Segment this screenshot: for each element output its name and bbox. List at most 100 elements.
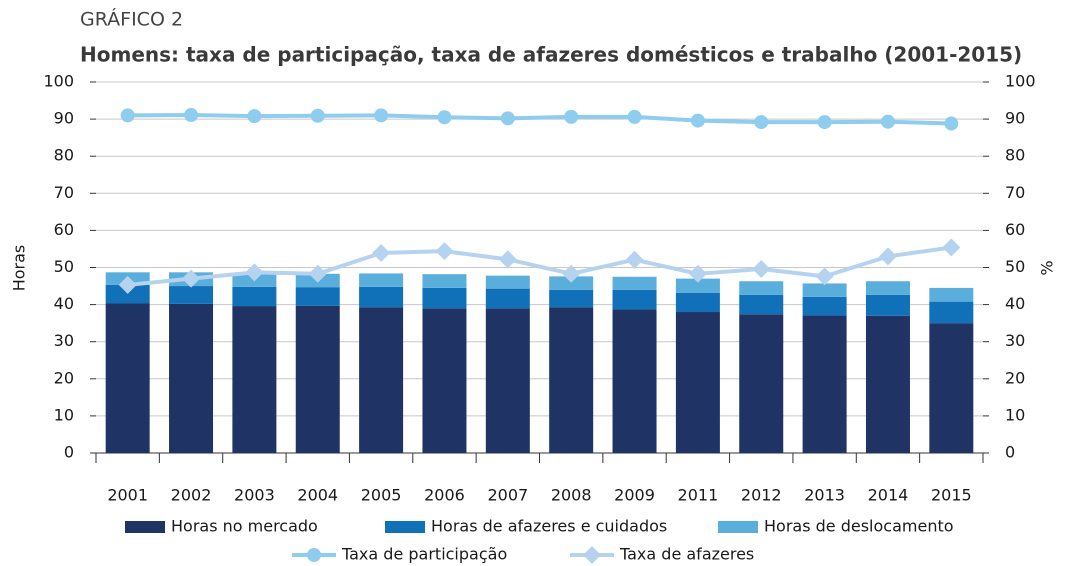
legend-label: Horas no mercado <box>171 517 318 536</box>
marker <box>688 264 707 283</box>
y-tick-label: 0 <box>64 443 74 462</box>
bar-segment <box>359 273 404 287</box>
bar-segment <box>929 287 974 302</box>
y2-tick-label: 100 <box>1005 72 1036 91</box>
bar-segment <box>675 292 720 313</box>
chart-supertitle: GRÁFICO 2 <box>80 8 183 31</box>
bar-segment <box>422 308 467 453</box>
y-tick-label: 50 <box>54 257 74 276</box>
bar-segment <box>612 289 657 310</box>
y2-tick-label: 0 <box>1005 443 1015 462</box>
bar-segment <box>549 289 594 308</box>
marker <box>184 108 199 123</box>
bar-segment <box>485 288 530 309</box>
bar-segment <box>739 281 784 295</box>
legend-label: Taxa de afazeres <box>619 545 754 564</box>
marker <box>754 115 769 130</box>
bar-segment <box>105 303 150 453</box>
marker <box>308 264 327 283</box>
bar-segment <box>675 312 720 453</box>
y2-axis-label: % <box>1038 260 1057 275</box>
x-tick-label: 2005 <box>361 486 402 505</box>
marker <box>245 263 264 282</box>
y-axis-label: Horas <box>10 245 29 292</box>
marker <box>625 250 644 269</box>
x-tick-label: 2007 <box>487 486 528 505</box>
marker <box>500 111 515 126</box>
y2-tick-label: 70 <box>1005 183 1025 202</box>
y-tick-label: 10 <box>54 405 74 424</box>
bar-segment <box>169 286 214 304</box>
legend-marker <box>583 546 601 564</box>
marker <box>118 275 137 294</box>
x-tick-label: 2015 <box>931 486 972 505</box>
marker <box>817 115 832 130</box>
x-tick-label: 2002 <box>171 486 212 505</box>
y-tick-label: 40 <box>54 294 74 313</box>
x-tick-label: 2003 <box>234 486 275 505</box>
y-tick-label: 60 <box>54 220 74 239</box>
bar-segment <box>612 309 657 453</box>
x-tick-label: 2009 <box>614 486 655 505</box>
bar-segment <box>675 278 720 293</box>
marker <box>878 247 897 266</box>
y-tick-label: 30 <box>54 331 74 350</box>
bar-segment <box>549 276 594 290</box>
marker <box>815 267 834 286</box>
bar-segment <box>865 315 910 453</box>
legend-swatch <box>385 521 425 533</box>
bar-segment <box>865 281 910 295</box>
bar-segment <box>802 296 847 316</box>
marker <box>435 242 454 261</box>
legend-label: Taxa de participação <box>341 545 507 564</box>
bar-segment <box>802 283 847 297</box>
x-tick-label: 2001 <box>107 486 148 505</box>
bar-segment <box>232 286 277 307</box>
y2-tick-label: 10 <box>1005 405 1025 424</box>
x-tick-label: 2006 <box>424 486 465 505</box>
bar-segment <box>612 276 657 290</box>
y-tick-label: 90 <box>54 109 74 128</box>
marker <box>752 259 771 278</box>
bar-segment <box>295 287 340 306</box>
y2-tick-label: 80 <box>1005 146 1025 165</box>
x-tick-label: 2013 <box>804 486 845 505</box>
bar-segment <box>485 308 530 453</box>
legend-label: Horas de afazeres e cuidados <box>431 517 667 536</box>
marker <box>562 264 581 283</box>
legend-swatch <box>125 521 165 533</box>
legend-label: Horas de deslocamento <box>764 517 954 536</box>
marker <box>372 244 391 263</box>
line <box>125 245 954 287</box>
marker <box>374 108 389 123</box>
marker <box>437 110 452 125</box>
legend-marker <box>307 548 321 562</box>
legend-swatch <box>718 521 758 533</box>
marker <box>942 238 961 257</box>
line <box>125 113 954 126</box>
bar-segment <box>739 314 784 453</box>
bar-segment <box>359 307 404 453</box>
marker <box>627 109 642 124</box>
chart-title: Homens: taxa de participação, taxa de af… <box>80 43 1022 67</box>
y2-tick-label: 30 <box>1005 331 1025 350</box>
bar-segment <box>422 287 467 309</box>
bar-segment <box>929 301 974 324</box>
x-tick-label: 2011 <box>678 486 719 505</box>
y2-tick-label: 20 <box>1005 368 1025 387</box>
y-tick-label: 80 <box>54 146 74 165</box>
bar-segment <box>105 284 150 304</box>
bar-segment <box>929 323 974 453</box>
marker <box>564 109 579 124</box>
marker <box>182 269 201 288</box>
y-tick-label: 20 <box>54 368 74 387</box>
y2-tick-label: 60 <box>1005 220 1025 239</box>
x-tick-label: 2012 <box>741 486 782 505</box>
x-tick-label: 2004 <box>297 486 338 505</box>
bar-segment <box>802 315 847 453</box>
marker <box>247 109 262 124</box>
y2-tick-label: 50 <box>1005 257 1025 276</box>
bar-segment <box>549 307 594 453</box>
marker <box>690 113 705 128</box>
